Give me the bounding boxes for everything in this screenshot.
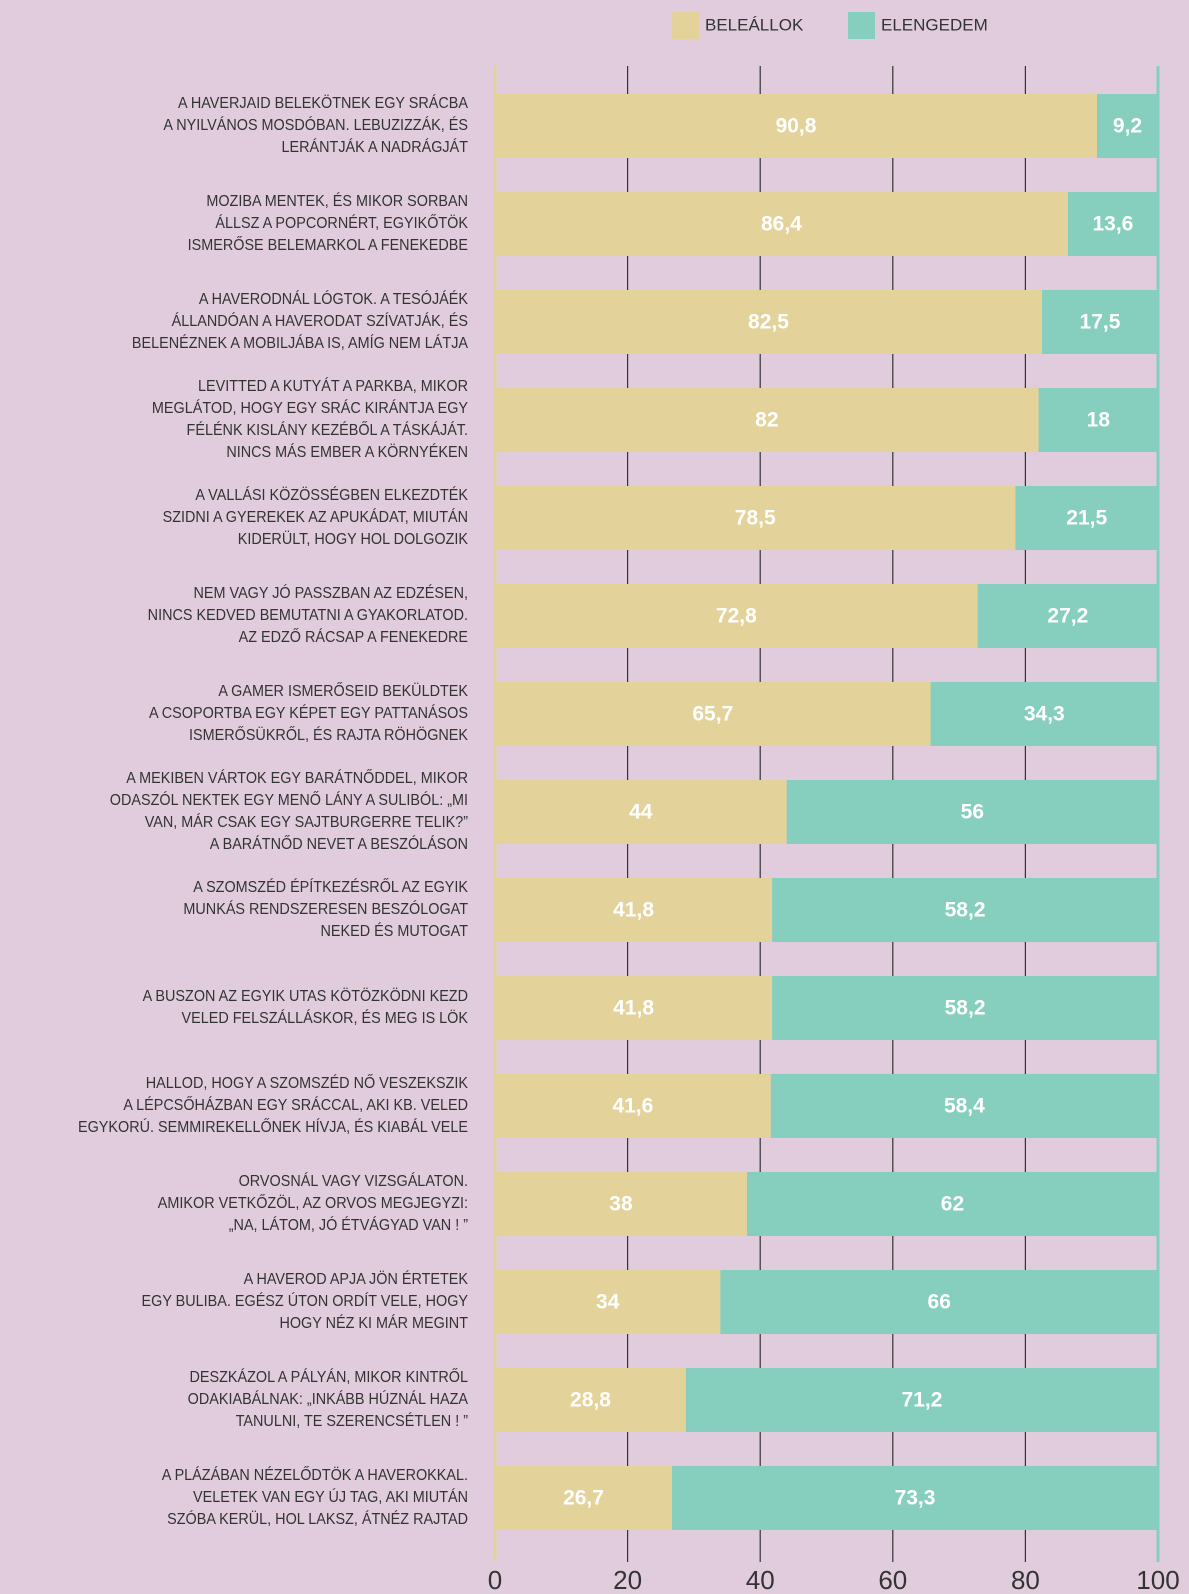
bar-segment [495,1466,673,1530]
bar-segment [495,584,978,648]
bar-segment [770,1074,1158,1138]
value-label: 58,4 [944,1095,985,1118]
category-label: A MEKIBEN VÁRTOK EGY BARÁTNŐDDEL, MIKOR … [109,770,468,853]
value-label: 62 [941,1193,964,1216]
bar-segment [495,388,1039,452]
value-label: 34 [596,1291,620,1314]
legend-label: ELENGEDEM [881,15,988,34]
bar-segment [495,780,787,844]
category-label: DESZKÁZOL A PÁLYÁN, MIKOR KINTRŐL ODAKIA… [187,1369,468,1430]
bar-segment [772,878,1158,942]
category-label: MOZIBA MENTEK, ÉS MIKOR SORBAN ÁLLSZ A P… [187,193,468,254]
value-label: 78,5 [735,507,776,530]
value-label: 82,5 [748,311,789,334]
x-tick-label: 60 [878,1565,907,1594]
legend-label: BELEÁLLOK [705,15,804,34]
x-tick-label: 80 [1011,1565,1040,1594]
bar-segment [672,1466,1158,1530]
bar-segment [495,192,1068,256]
value-label: 41,6 [612,1095,653,1118]
bar-segment [1067,192,1158,256]
category-label: NEM VAGY JÓ PASSZBAN AZ EDZÉSEN, NINCS K… [147,585,468,646]
value-label: 65,7 [692,703,733,726]
bar-segment [1015,486,1158,550]
bar-segment [720,1270,1158,1334]
value-label: 86,4 [761,213,802,236]
value-label: 27,2 [1047,605,1088,628]
value-label: 17,5 [1080,311,1121,334]
x-tick-label: 100 [1136,1565,1179,1594]
bar-segment [1097,94,1158,158]
bar-segment [495,976,773,1040]
bar-segment [977,584,1158,648]
category-label: HALLOD, HOGY A SZOMSZÉD NŐ VESZEKSZIK A … [78,1075,468,1136]
value-label: 72,8 [716,605,757,628]
bar-segment [495,1074,771,1138]
bar-segment [685,1368,1158,1432]
value-label: 41,8 [613,899,654,922]
value-label: 9,2 [1113,115,1142,138]
legend-swatch [672,12,699,39]
value-label: 58,2 [945,997,986,1020]
value-label: 18 [1087,409,1111,432]
value-label: 13,6 [1092,213,1133,236]
bar-segment [495,1172,747,1236]
bar-segment [495,682,931,746]
bar-segment [495,1270,721,1334]
category-label: ORVOSNÁL VAGY VIZSGÁLATON. AMIKOR VETKŐZ… [157,1173,468,1234]
value-label: 82 [755,409,778,432]
bar-segment [930,682,1158,746]
value-label: 34,3 [1024,703,1065,726]
value-label: 66 [928,1291,951,1314]
bar-segment [746,1172,1158,1236]
value-label: 41,8 [613,997,654,1020]
value-label: 56 [961,801,984,824]
category-label: A HAVEROD APJA JÖN ÉRTETEK EGY BULIBA. E… [141,1271,468,1332]
value-label: 58,2 [945,899,986,922]
category-label: A HAVERODNÁL LÓGTOK. A TESÓJÁÉK ÁLLANDÓA… [131,291,468,352]
bar-segment [786,780,1158,844]
value-label: 28,8 [570,1389,611,1412]
value-label: 44 [629,801,653,824]
bar-segment [772,976,1158,1040]
bar-segment [1038,388,1158,452]
bar-segment [495,486,1016,550]
category-label: A HAVERJAID BELEKÖTNEK EGY SRÁCBA A NYIL… [163,95,468,156]
category-label: A GAMER ISMERŐSEID BEKÜLDTEK A CSOPORTBA… [148,683,468,744]
x-tick-label: 0 [488,1565,502,1594]
bar-segment [1041,290,1158,354]
value-label: 71,2 [902,1389,943,1412]
category-label: A SZOMSZÉD ÉPÍTKEZÉSRŐL AZ EGYIK MUNKÁS … [183,879,468,940]
category-label: A VALLÁSI KÖZÖSSÉGBEN ELKEZDTÉK SZIDNI A… [162,487,468,548]
x-tick-label: 40 [746,1565,775,1594]
value-label: 38 [609,1193,633,1216]
x-tick-label: 20 [613,1565,642,1594]
legend-swatch [848,12,875,39]
value-label: 21,5 [1066,507,1107,530]
bar-segment [495,878,773,942]
value-label: 90,8 [776,115,817,138]
bar-segment [495,290,1042,354]
bar-segment [495,94,1098,158]
bar-segment [495,1368,686,1432]
category-label: A PLÁZÁBAN NÉZELŐDTÖK A HAVEROKKAL. VELE… [161,1467,468,1528]
category-label: A BUSZON AZ EGYIK UTAS KÖTÖZKÖDNI KEZD V… [142,988,468,1027]
value-label: 73,3 [895,1487,936,1510]
category-label: LEVITTED A KUTYÁT A PARKBA, MIKOR MEGLÁT… [151,378,468,461]
value-label: 26,7 [563,1487,604,1510]
